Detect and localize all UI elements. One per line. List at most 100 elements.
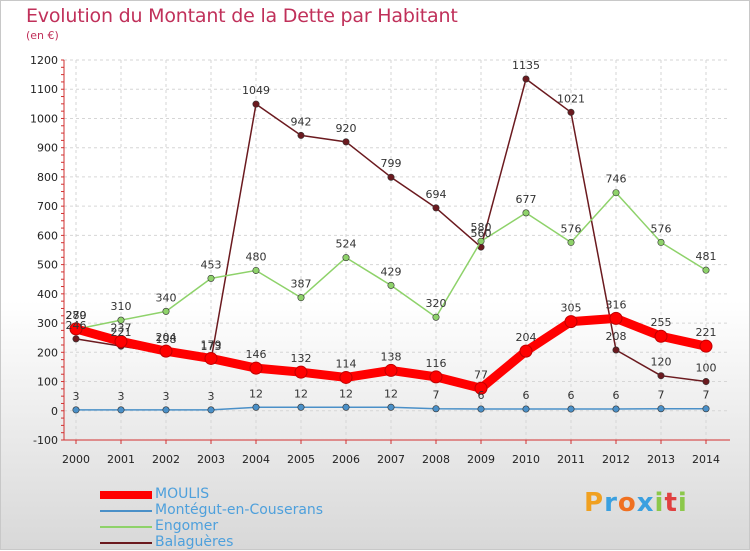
data-label-engomer: 576: [651, 222, 672, 235]
data-label-moulis: 237: [111, 321, 132, 334]
data-point-moulis: [204, 351, 218, 365]
data-point-moulis: [339, 370, 353, 384]
data-label-balagu-res: 173: [201, 340, 222, 353]
data-label-mont-gut-en-couserans: 7: [658, 389, 665, 402]
x-tick-label: 2007: [377, 453, 405, 466]
data-label-balagu-res: 799: [381, 157, 402, 170]
data-point-balagu-res: [387, 173, 395, 181]
data-point-balagu-res: [657, 372, 665, 380]
y-tick-label: 800: [37, 171, 58, 184]
y-tick-label: 400: [37, 288, 58, 301]
data-point-mont-gut-en-couserans: [297, 403, 305, 411]
data-point-balagu-res: [297, 131, 305, 139]
data-label-moulis: 280: [66, 309, 87, 322]
data-point-balagu-res: [702, 378, 710, 386]
data-point-balagu-res: [72, 335, 80, 343]
y-tick-label: 300: [37, 317, 58, 330]
data-label-mont-gut-en-couserans: 12: [384, 387, 398, 400]
data-point-balagu-res: [342, 138, 350, 146]
data-point-mont-gut-en-couserans: [387, 403, 395, 411]
data-point-engomer: [612, 189, 620, 197]
data-label-balagu-res: 1135: [512, 59, 540, 72]
data-label-engomer: 453: [201, 258, 222, 271]
data-label-mont-gut-en-couserans: 6: [478, 389, 485, 402]
legend-swatch-engomer: [100, 526, 152, 528]
y-tick-label: 200: [37, 346, 58, 359]
data-label-moulis: 204: [156, 331, 177, 344]
y-tick-label: 1100: [30, 83, 58, 96]
data-point-moulis: [654, 329, 668, 343]
data-label-mont-gut-en-couserans: 6: [568, 389, 575, 402]
logo-letter: i: [654, 488, 665, 518]
data-point-balagu-res: [612, 346, 620, 354]
data-label-moulis: 77: [474, 368, 488, 381]
data-label-engomer: 746: [606, 173, 627, 186]
data-label-moulis: 255: [651, 316, 672, 329]
data-label-mont-gut-en-couserans: 7: [433, 389, 440, 402]
data-point-moulis: [519, 344, 533, 358]
data-label-mont-gut-en-couserans: 3: [208, 390, 215, 403]
data-point-engomer: [207, 274, 215, 282]
data-point-engomer: [297, 294, 305, 302]
data-label-engomer: 580: [471, 221, 492, 234]
y-tick-label: 1000: [30, 112, 58, 125]
x-tick-label: 2009: [467, 453, 495, 466]
data-point-engomer: [522, 209, 530, 217]
data-point-engomer: [252, 266, 260, 274]
data-label-engomer: 480: [246, 250, 267, 263]
data-label-balagu-res: 120: [651, 356, 672, 369]
data-point-moulis: [69, 322, 83, 336]
data-label-balagu-res: 694: [426, 188, 447, 201]
y-tick-label: 700: [37, 200, 58, 213]
data-label-mont-gut-en-couserans: 3: [118, 390, 125, 403]
data-label-moulis: 138: [381, 350, 402, 363]
logo-letter: t: [664, 488, 678, 518]
x-tick-label: 2001: [107, 453, 135, 466]
x-tick-label: 2003: [197, 453, 225, 466]
chart-subtitle: (en €): [26, 29, 59, 42]
x-tick-label: 2008: [422, 453, 450, 466]
x-tick-label: 2012: [602, 453, 630, 466]
proxiti-logo: Proxiti: [584, 488, 688, 518]
data-point-moulis: [159, 344, 173, 358]
data-point-engomer: [117, 316, 125, 324]
data-label-mont-gut-en-couserans: 3: [163, 390, 170, 403]
data-point-moulis: [294, 365, 308, 379]
data-label-engomer: 429: [381, 265, 402, 278]
data-point-moulis: [474, 381, 488, 395]
data-point-mont-gut-en-couserans: [432, 405, 440, 413]
data-point-mont-gut-en-couserans: [342, 403, 350, 411]
data-label-moulis: 316: [606, 298, 627, 311]
grid-lines: [64, 59, 730, 441]
data-point-balagu-res: [522, 75, 530, 83]
data-label-balagu-res: 100: [696, 362, 717, 375]
legend-swatch-moulis: [100, 491, 152, 499]
data-point-mont-gut-en-couserans: [117, 406, 125, 414]
data-label-engomer: 481: [696, 250, 717, 263]
data-label-mont-gut-en-couserans: 7: [703, 389, 710, 402]
data-point-mont-gut-en-couserans: [162, 406, 170, 414]
data-label-engomer: 310: [111, 300, 132, 313]
data-label-moulis: 146: [246, 348, 267, 361]
data-point-engomer: [432, 313, 440, 321]
x-tick-label: 2004: [242, 453, 270, 466]
legend-label-balagueres: Balaguères: [155, 534, 234, 550]
logo-letter: o: [617, 488, 637, 518]
data-label-moulis: 221: [696, 326, 717, 339]
data-label-engomer: 387: [291, 278, 312, 291]
x-tick-label: 2011: [557, 453, 585, 466]
data-label-balagu-res: 560: [471, 227, 492, 240]
data-point-moulis: [114, 334, 128, 348]
y-tick-label: 1200: [30, 54, 58, 67]
data-label-moulis: 204: [516, 331, 537, 344]
data-label-engomer: 279: [66, 309, 87, 322]
data-point-moulis: [699, 339, 713, 353]
logo-letter: x: [636, 488, 655, 518]
y-tick-label: 600: [37, 229, 58, 242]
y-tick-label: 0: [51, 405, 58, 418]
data-label-engomer: 576: [561, 222, 582, 235]
x-tick-label: 2005: [287, 453, 315, 466]
data-label-mont-gut-en-couserans: 3: [73, 390, 80, 403]
data-point-moulis: [564, 315, 578, 329]
x-tick-label: 2013: [647, 453, 675, 466]
